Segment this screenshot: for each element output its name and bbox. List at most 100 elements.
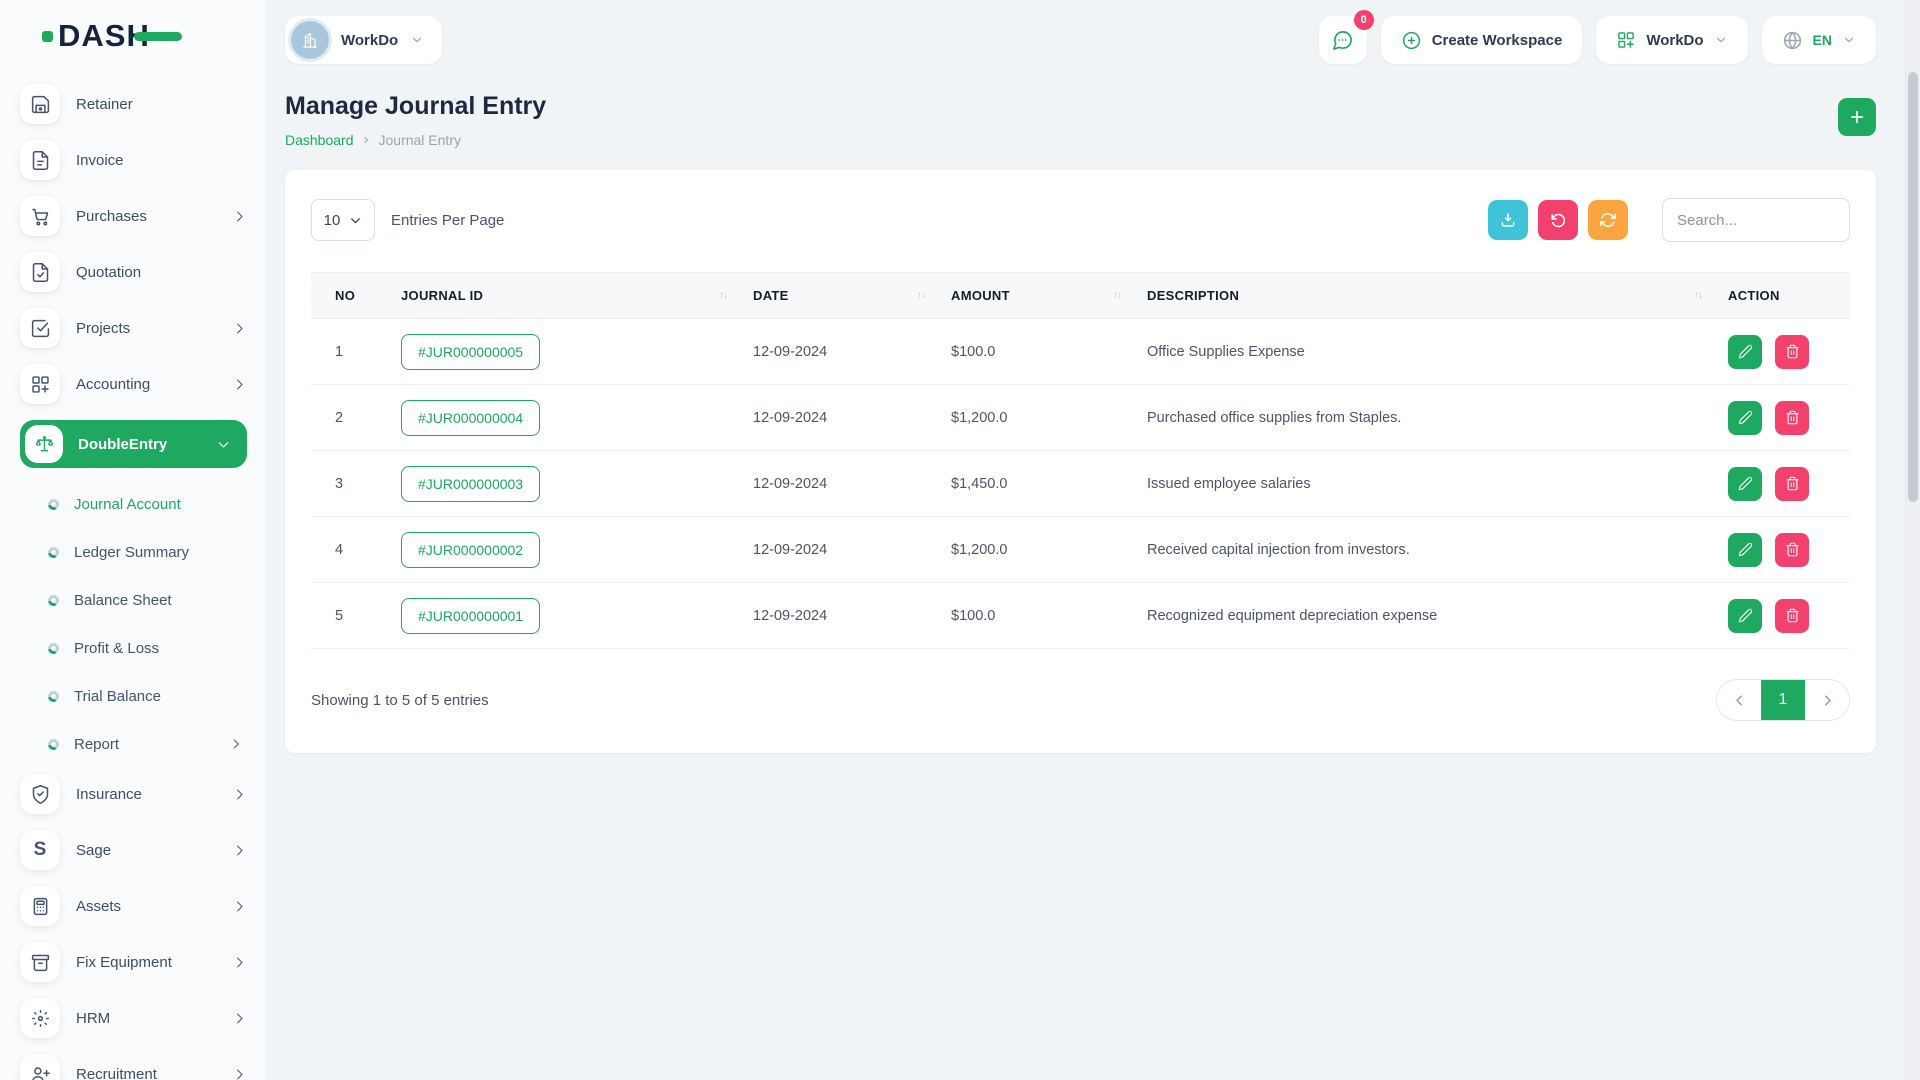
sidebar-subitem-profit-loss[interactable]: Profit & Loss bbox=[48, 628, 243, 668]
journal-id-badge[interactable]: #JUR000000003 bbox=[401, 465, 541, 502]
entries-per-page-select[interactable]: 10 bbox=[311, 199, 375, 241]
sidebar-item-label: Recruitment bbox=[76, 1065, 157, 1080]
chevron-right-icon bbox=[232, 843, 247, 858]
journal-id-badge[interactable]: #JUR000000002 bbox=[401, 531, 541, 568]
sage-letter-icon: S bbox=[20, 830, 60, 870]
edit-button[interactable] bbox=[1728, 400, 1762, 435]
sort-toggle-journal-id[interactable]: ↑↓ bbox=[719, 290, 728, 301]
delete-button[interactable] bbox=[1775, 400, 1810, 435]
chevron-right-icon bbox=[232, 321, 247, 336]
breadcrumb-dashboard-link[interactable]: Dashboard bbox=[285, 131, 354, 148]
edit-button[interactable] bbox=[1728, 598, 1762, 633]
language-selector[interactable]: EN bbox=[1761, 16, 1876, 64]
sidebar-item-label: HRM bbox=[76, 1009, 111, 1027]
workspace-switcher[interactable]: WorkDo bbox=[285, 16, 443, 64]
sidebar-item-sage[interactable]: S Sage bbox=[20, 830, 247, 870]
sidebar-item-invoice[interactable]: Invoice bbox=[20, 140, 247, 180]
add-journal-entry-button[interactable] bbox=[1838, 98, 1876, 136]
window-scrollbar[interactable] bbox=[1905, 0, 1920, 1080]
chevron-right-icon bbox=[232, 787, 247, 802]
sidebar-item-doubleentry[interactable]: DoubleEntry bbox=[20, 420, 247, 468]
sidebar-item-fix-equipment[interactable]: Fix Equipment bbox=[20, 942, 247, 982]
workspace-menu-button[interactable]: WorkDo bbox=[1596, 16, 1748, 64]
trash-icon bbox=[1785, 344, 1800, 359]
sidebar-subitem-label: Journal Account bbox=[74, 495, 181, 513]
sidebar-item-recruitment[interactable]: Recruitment bbox=[20, 1054, 247, 1080]
trash-icon bbox=[1785, 542, 1800, 557]
cell-description: Recognized equipment depreciation expens… bbox=[1147, 582, 1728, 649]
pencil-icon bbox=[1738, 410, 1753, 425]
trash-icon bbox=[1785, 608, 1800, 623]
sort-toggle-description[interactable]: ↑↓ bbox=[1694, 290, 1703, 301]
sidebar-subitem-trial-balance[interactable]: Trial Balance bbox=[48, 676, 243, 716]
pencil-icon bbox=[1738, 608, 1753, 623]
breadcrumb-current: Journal Entry bbox=[378, 131, 461, 148]
edit-button[interactable] bbox=[1728, 532, 1762, 567]
edit-button[interactable] bbox=[1728, 466, 1762, 501]
sidebar-subitem-ledger-summary[interactable]: Ledger Summary bbox=[48, 532, 243, 572]
workspace-name: WorkDo bbox=[341, 31, 399, 49]
trash-icon bbox=[1785, 410, 1800, 425]
sidebar-item-label: Retainer bbox=[76, 95, 133, 113]
grid-plus-icon bbox=[1616, 30, 1636, 50]
delete-button[interactable] bbox=[1775, 334, 1810, 369]
plus-icon bbox=[1848, 108, 1866, 126]
previous-page-button[interactable] bbox=[1717, 680, 1761, 720]
brand-logo[interactable]: DASH bbox=[20, 14, 247, 58]
page-head: Manage Journal Entry Dashboard › Journal… bbox=[285, 92, 1876, 148]
search-input[interactable] bbox=[1662, 198, 1850, 242]
top-header: WorkDo 0 Create Workspace bbox=[285, 0, 1876, 70]
sidebar-subitem-journal-account[interactable]: Journal Account bbox=[48, 484, 243, 524]
sidebar-item-purchases[interactable]: Purchases bbox=[20, 196, 247, 236]
cell-description: Issued employee salaries bbox=[1147, 450, 1728, 517]
journal-entries-table: NO JOURNAL ID ↑↓ DATE ↑↓ AMOUNT ↑↓ DESCRIPT… bbox=[311, 272, 1850, 649]
delete-button[interactable] bbox=[1775, 466, 1810, 501]
refresh-button[interactable] bbox=[1588, 200, 1628, 240]
edit-button[interactable] bbox=[1728, 334, 1762, 369]
delete-button[interactable] bbox=[1775, 532, 1810, 567]
scrollbar-thumb[interactable] bbox=[1908, 72, 1918, 502]
breadcrumb: Dashboard › Journal Entry bbox=[285, 131, 546, 148]
chevron-right-icon bbox=[232, 899, 247, 914]
journal-id-badge[interactable]: #JUR000000005 bbox=[401, 333, 541, 370]
create-workspace-button[interactable]: Create Workspace bbox=[1380, 16, 1583, 64]
cell-no: 5 bbox=[311, 582, 401, 649]
journal-id-badge[interactable]: #JUR000000001 bbox=[401, 597, 541, 634]
cell-no: 3 bbox=[311, 450, 401, 517]
sidebar-item-accounting[interactable]: Accounting bbox=[20, 364, 247, 404]
journal-id-badge[interactable]: #JUR000000004 bbox=[401, 399, 541, 436]
sidebar-item-hrm[interactable]: HRM bbox=[20, 998, 247, 1038]
chevron-down-icon bbox=[1842, 33, 1856, 47]
sidebar-subitem-label: Ledger Summary bbox=[74, 543, 190, 561]
chevron-right-icon bbox=[232, 955, 247, 970]
delete-button[interactable] bbox=[1775, 598, 1810, 633]
sidebar-item-projects[interactable]: Projects bbox=[20, 308, 247, 348]
pencil-icon bbox=[1738, 476, 1753, 491]
sidebar-subitem-report[interactable]: Report bbox=[48, 724, 243, 764]
next-page-button[interactable] bbox=[1805, 680, 1849, 720]
pencil-icon bbox=[1738, 344, 1753, 359]
cell-date: 12-09-2024 bbox=[753, 384, 951, 451]
entries-per-page-value: 10 bbox=[323, 211, 341, 229]
logo-accent-dot bbox=[42, 30, 53, 42]
sidebar-item-insurance[interactable]: Insurance bbox=[20, 774, 247, 814]
chevron-down-icon bbox=[216, 437, 231, 452]
export-download-button[interactable] bbox=[1488, 200, 1528, 240]
sidebar-item-quotation[interactable]: Quotation bbox=[20, 252, 247, 292]
sort-toggle-amount[interactable]: ↑↓ bbox=[1113, 290, 1122, 301]
breadcrumb-separator: › bbox=[363, 131, 369, 148]
bullet-icon bbox=[48, 642, 59, 654]
sidebar-item-retainer[interactable]: Retainer bbox=[20, 84, 247, 124]
bullet-icon bbox=[48, 546, 59, 558]
table-toolbar: 10 Entries Per Page bbox=[311, 198, 1850, 242]
sidebar-subitem-balance-sheet[interactable]: Balance Sheet bbox=[48, 580, 243, 620]
sidebar-item-assets[interactable]: Assets bbox=[20, 886, 247, 926]
undo-button[interactable] bbox=[1538, 200, 1578, 240]
check-square-icon bbox=[20, 308, 60, 348]
page-number-current[interactable]: 1 bbox=[1761, 680, 1805, 720]
sort-toggle-date[interactable]: ↑↓ bbox=[917, 290, 926, 301]
messages-button[interactable]: 0 bbox=[1318, 10, 1374, 64]
archive-box-icon bbox=[20, 942, 60, 982]
cell-amount: $1,200.0 bbox=[951, 516, 1147, 583]
sidebar-menu: Retainer Invoice Purchases Quotatio bbox=[20, 84, 247, 1080]
